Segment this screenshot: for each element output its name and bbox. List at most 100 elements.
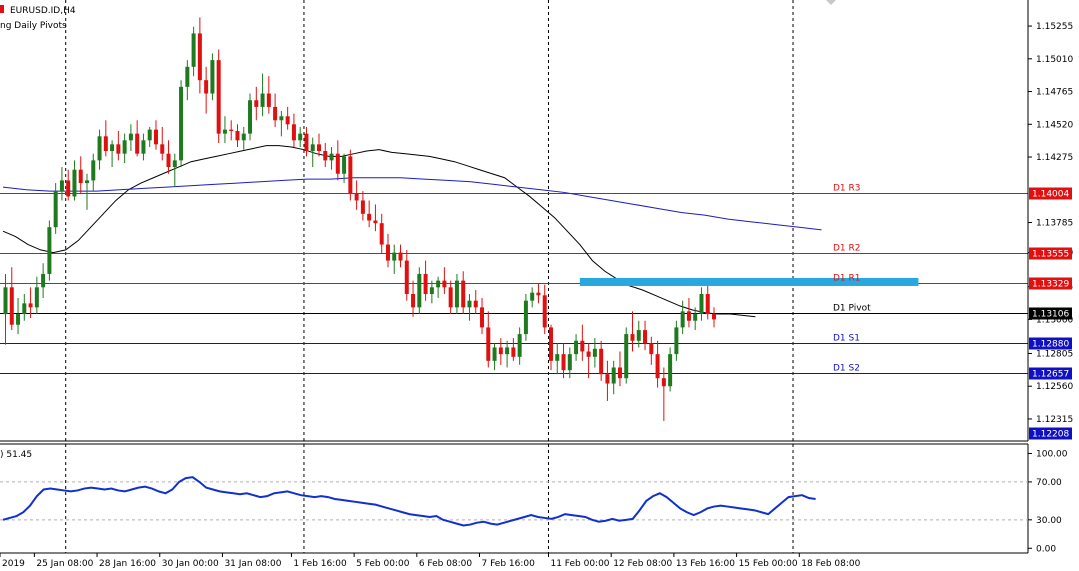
pivot-price-tag-label: 1.13106 xyxy=(1032,310,1069,320)
candle xyxy=(448,280,453,315)
x-tick-label: 2019 xyxy=(2,559,25,569)
candle xyxy=(141,133,146,161)
candle xyxy=(555,343,560,375)
candle-body xyxy=(147,129,152,141)
candle-body xyxy=(128,133,133,141)
pivot-price-tag-label: 1.12657 xyxy=(1032,370,1069,380)
candle-body xyxy=(536,292,541,296)
candle-body xyxy=(448,287,453,308)
candle-body xyxy=(317,144,321,152)
candle xyxy=(241,126,246,150)
candle xyxy=(335,140,340,181)
candle xyxy=(423,260,428,301)
candle xyxy=(222,116,227,143)
candle xyxy=(530,287,535,308)
candle xyxy=(624,327,629,384)
candle-body xyxy=(649,343,654,355)
candle-body xyxy=(555,354,560,361)
candle xyxy=(310,137,315,168)
candle-body xyxy=(323,151,328,161)
candle xyxy=(649,336,654,365)
candle xyxy=(467,294,472,321)
candle-body xyxy=(204,80,209,94)
pivot-price-tag-label: 1.12880 xyxy=(1032,340,1069,350)
candle xyxy=(511,338,516,361)
candle xyxy=(91,153,96,192)
candle xyxy=(342,153,347,184)
candle xyxy=(166,140,171,174)
candle-body xyxy=(611,367,616,384)
candle xyxy=(517,327,522,365)
x-tick-label: 13 Feb 16:00 xyxy=(676,559,735,569)
candle xyxy=(461,271,466,315)
candle-body xyxy=(668,354,673,387)
candle xyxy=(304,126,309,157)
scroll-marker-icon[interactable] xyxy=(826,0,836,5)
rsi-tick-label: 30.00 xyxy=(1036,516,1062,526)
candle xyxy=(354,180,359,210)
candle-body xyxy=(398,252,403,261)
candle-body xyxy=(373,220,378,224)
candle xyxy=(47,220,52,281)
candle-body xyxy=(285,116,290,125)
price-tick-label: 1.12315 xyxy=(1036,415,1073,425)
candle-body xyxy=(517,334,522,357)
pivot-price-tag xyxy=(1029,187,1072,200)
candle-body xyxy=(110,144,115,152)
candle xyxy=(473,289,478,315)
pivot-name-label: D1 Pivot xyxy=(833,304,871,314)
candle xyxy=(630,311,635,352)
x-tick-label: 12 Feb 08:00 xyxy=(613,559,672,569)
candle-body xyxy=(712,314,717,320)
candle-body xyxy=(392,252,397,261)
candle xyxy=(235,124,240,147)
candle-body xyxy=(3,287,8,315)
candle-body xyxy=(16,314,21,325)
candle xyxy=(548,324,553,371)
candle-body xyxy=(636,330,641,341)
candle-body xyxy=(72,169,77,197)
candle-body xyxy=(699,294,704,315)
x-tick-label: 31 Jan 08:00 xyxy=(224,559,281,569)
candle xyxy=(661,367,666,421)
candle xyxy=(592,338,597,368)
candle-body xyxy=(9,287,14,325)
candle xyxy=(385,233,390,268)
candle-body xyxy=(141,140,146,154)
candle-body xyxy=(354,193,359,201)
candle xyxy=(567,347,572,379)
candle-body xyxy=(78,169,83,184)
pivot-price-tag xyxy=(1029,307,1072,320)
candle-body xyxy=(191,33,196,67)
price-tick-label: 1.14765 xyxy=(1036,88,1073,98)
candle-body xyxy=(160,144,165,154)
candle-body xyxy=(498,347,503,355)
candle-body xyxy=(185,66,190,87)
candle-body xyxy=(116,144,121,154)
candle-body xyxy=(291,124,296,141)
candle xyxy=(417,267,422,315)
moving-averages xyxy=(2,145,822,318)
price-tick-label: 1.12560 xyxy=(1036,382,1073,392)
candle xyxy=(85,173,90,210)
candle-body xyxy=(216,60,221,134)
candle xyxy=(398,244,403,268)
candle xyxy=(611,360,616,395)
candle xyxy=(53,183,58,234)
candle-body xyxy=(385,244,390,261)
rsi-tick-label: 70.00 xyxy=(1036,478,1062,488)
candle xyxy=(360,191,365,221)
candle-body xyxy=(248,100,253,134)
candle xyxy=(122,133,127,164)
resistance-zone-rect xyxy=(579,277,919,286)
candle xyxy=(291,113,296,147)
candle-body xyxy=(429,287,434,294)
candle-body xyxy=(254,100,259,107)
candle xyxy=(78,156,83,194)
candle-body xyxy=(492,347,497,361)
candle xyxy=(298,126,303,147)
candle-body xyxy=(91,160,96,181)
candle-body xyxy=(523,300,528,335)
price-grid-separators xyxy=(65,0,794,553)
